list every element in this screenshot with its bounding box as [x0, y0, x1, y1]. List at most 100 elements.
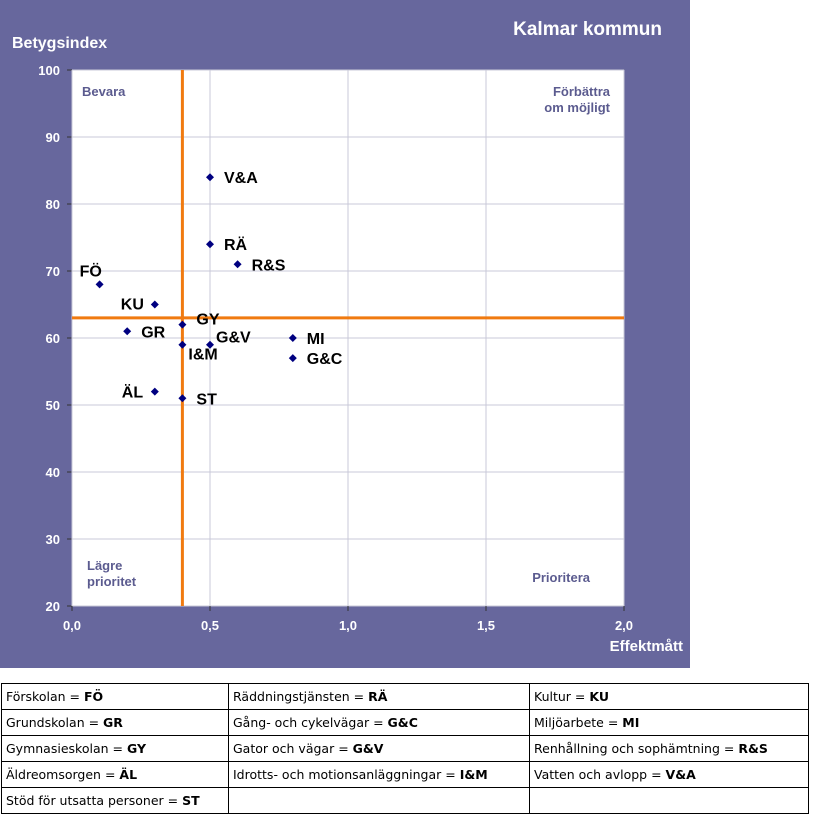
legend-code: RÄ	[368, 689, 388, 704]
legend-name: Gymnasieskolan =	[6, 741, 127, 756]
quadrant-label-top-left: Bevara	[82, 84, 126, 99]
legend-name: Förskolan =	[6, 689, 84, 704]
legend-table: Förskolan = FÖ Räddningstjänsten = RÄ Kult…	[1, 683, 809, 814]
x-tick-label: 1,0	[339, 618, 357, 633]
legend-name: Äldreomsorgen =	[6, 767, 120, 782]
data-point-marker	[206, 173, 214, 182]
data-point-marker	[123, 327, 132, 336]
legend-name: Gator och vägar =	[233, 741, 353, 756]
legend-cell: Äldreomsorgen = ÄL	[1, 761, 229, 788]
legend-name: Miljöarbete =	[534, 715, 623, 730]
legend-cell	[529, 787, 809, 814]
data-point-label: ST	[196, 391, 217, 408]
legend-row: Grundskolan = GR Gång- och cykelvägar = G…	[1, 709, 809, 736]
quadrant-label-top-right: om möjligt	[544, 100, 610, 115]
y-tick-label: 20	[46, 599, 60, 614]
data-point-label: FÖ	[80, 261, 102, 280]
y-tick-label: 40	[46, 465, 60, 480]
x-tick-label: 0,0	[63, 618, 81, 633]
data-point-label: KU	[121, 297, 144, 314]
legend-cell: Vatten och avlopp = V&A	[529, 761, 809, 788]
grid-lines	[67, 69, 625, 611]
tick-labels: 20 30 40 50 60 70 80 90 100 0,0 0,5 1,0 1,5 2,0	[38, 63, 633, 633]
legend-name: Stöd för utsatta personer =	[6, 793, 183, 808]
data-point-label: GR	[141, 324, 165, 341]
data-point-marker	[206, 240, 214, 249]
reference-lines	[72, 70, 624, 606]
legend-cell: Renhållning och sophämtning = R&S	[529, 735, 809, 762]
quadrant-label-bottom-left: prioritet	[87, 574, 137, 589]
legend-code: G&C	[387, 715, 418, 730]
data-point-marker	[150, 387, 159, 396]
data-point-label: ÄL	[122, 384, 144, 402]
legend-code: R&S	[738, 741, 768, 756]
legend-cell: Miljöarbete = MI	[529, 709, 809, 736]
legend-code: KU	[589, 689, 609, 704]
legend-cell: Gator och vägar = G&V	[228, 735, 530, 762]
legend-name: Renhållning och sophämtning =	[534, 741, 739, 756]
data-point-marker	[178, 394, 187, 403]
data-point-label: G&V	[216, 330, 251, 347]
data-point-label: R&S	[252, 257, 286, 274]
y-tick-label: 90	[46, 130, 60, 145]
legend-code: GY	[126, 741, 146, 756]
legend-code: FÖ	[83, 689, 104, 704]
legend-code: MI	[622, 715, 640, 730]
legend-code: G&V	[352, 741, 384, 756]
quadrant-label-bottom-right: Prioritera	[532, 570, 591, 585]
data-point-label: G&C	[307, 351, 343, 368]
x-axis-label: Effektmått	[610, 638, 683, 655]
legend-name: Idrotts- och motionsanläggningar =	[233, 767, 460, 782]
quadrant-label-top-right: Förbättra	[553, 84, 611, 99]
scatter-chart: 20 30 40 50 60 70 80 90 100 0,0 0,5 1,0 1,5 2,0 V&A RÄ…	[0, 0, 690, 668]
data-point-marker	[178, 320, 187, 329]
legend-name: Kultur =	[534, 689, 590, 704]
data-point-label: MI	[307, 331, 325, 348]
y-tick-label: 100	[38, 63, 60, 78]
legend-cell: Stöd för utsatta personer = ST	[1, 787, 229, 814]
legend-cell: Gång- och cykelvägar = G&C	[228, 709, 530, 736]
y-axis-label: Betygsindex	[12, 35, 107, 52]
legend-body: Förskolan = FÖ Räddningstjänsten = RÄ Kult…	[1, 683, 809, 814]
legend-cell	[228, 787, 530, 814]
legend-cell: Grundskolan = GR	[1, 709, 229, 736]
legend-name: Grundskolan =	[6, 715, 104, 730]
chart-title: Kalmar kommun	[513, 19, 662, 40]
data-point-marker	[288, 334, 297, 342]
legend-name: Gång- och cykelvägar =	[233, 715, 388, 730]
x-tick-label: 1,5	[477, 618, 495, 633]
legend-cell: Räddningstjänsten = RÄ	[228, 683, 530, 710]
legend-name: Räddningstjänsten =	[233, 689, 369, 704]
x-tick-label: 2,0	[615, 618, 633, 633]
x-tick-label: 0,5	[201, 618, 219, 633]
data-point-marker	[233, 260, 242, 269]
y-tick-label: 60	[46, 331, 60, 346]
data-point-marker	[288, 354, 297, 363]
legend-row: Gymnasieskolan = GY Gator och vägar = G&V…	[1, 735, 809, 762]
chart-svg: 20 30 40 50 60 70 80 90 100 0,0 0,5 1,0 1,5 2,0 V&A RÄ…	[0, 0, 690, 668]
legend-code: GR	[103, 715, 123, 730]
y-tick-label: 80	[46, 197, 60, 212]
legend-cell: Kultur = KU	[529, 683, 809, 710]
legend-code: ST	[182, 793, 200, 808]
data-point-marker	[150, 300, 159, 309]
data-point-marker	[206, 340, 214, 349]
data-point-label: I&M	[188, 347, 217, 364]
legend-code: ÄL	[119, 767, 138, 782]
data-point-label: GY	[196, 312, 219, 329]
legend-code: V&A	[665, 767, 696, 782]
y-tick-label: 70	[46, 264, 60, 279]
legend-cell: Förskolan = FÖ	[1, 683, 229, 710]
data-point-label: RÄ	[224, 236, 248, 254]
legend-cell: Gymnasieskolan = GY	[1, 735, 229, 762]
legend-row: Förskolan = FÖ Räddningstjänsten = RÄ Kult…	[1, 683, 809, 710]
data-point-marker	[95, 280, 104, 289]
y-tick-label: 50	[46, 398, 60, 413]
y-tick-label: 30	[46, 532, 60, 547]
data-points: V&A RÄR&S FÖ KU GY GR G&VI&M MI G&C ÄL ST	[80, 170, 343, 408]
data-point-marker	[178, 340, 187, 349]
quadrant-label-bottom-left: Lägre	[87, 558, 122, 573]
legend-row: Äldreomsorgen = ÄL Idrotts- och motionsan…	[1, 761, 809, 788]
legend-code: I&M	[459, 767, 488, 782]
